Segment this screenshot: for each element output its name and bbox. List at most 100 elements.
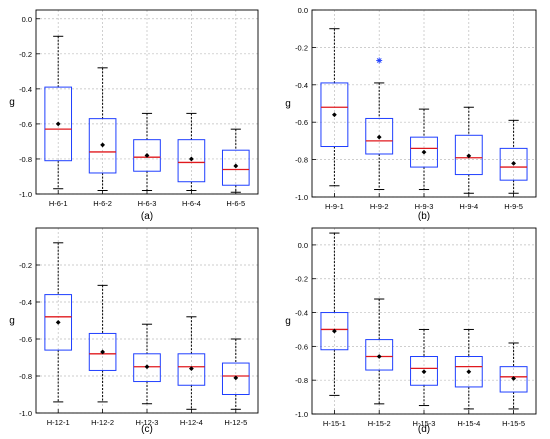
iqr-box (88, 332, 117, 371)
mean-marker (421, 369, 427, 375)
mean-marker (55, 121, 61, 127)
x-tick-label: H-15-3 (413, 419, 436, 428)
mean-marker (421, 149, 427, 155)
panel-label: (c) (141, 424, 153, 435)
y-tick-label: -0.6 (19, 335, 32, 344)
x-tick-label: H-6-1 (49, 199, 68, 208)
x-tick-label: H-15-2 (368, 419, 391, 428)
x-tick-label: H-12-5 (224, 418, 247, 427)
iqr-box (499, 147, 528, 181)
y-tick-label: -0.8 (295, 156, 308, 165)
y-tick-label: 0.0 (298, 6, 308, 15)
x-tick-label: H-9-3 (415, 202, 434, 211)
plot-frame (35, 227, 259, 414)
iqr-box (454, 356, 483, 388)
y-axis-label: g (9, 316, 15, 327)
mean-marker (100, 349, 105, 355)
y-tick-label: -0.4 (295, 309, 308, 318)
mean-marker (55, 319, 61, 325)
mean-marker (332, 328, 337, 334)
x-tick-label: H-12-3 (136, 418, 159, 427)
y-tick-label: -0.6 (19, 120, 32, 129)
x-tick-label: H-9-4 (459, 202, 478, 211)
y-tick-label: -1.0 (295, 193, 308, 202)
mean-marker (233, 375, 239, 381)
mean-marker (511, 376, 516, 381)
mean-marker (466, 153, 472, 159)
iqr-box (365, 339, 394, 371)
iqr-box (221, 362, 250, 395)
y-tick-label: -0.8 (295, 376, 308, 385)
x-tick-label: H-15-4 (457, 419, 480, 428)
iqr-box (88, 118, 117, 174)
iqr-box (320, 82, 349, 148)
iqr-box (133, 139, 161, 172)
y-tick-label: -0.4 (19, 85, 32, 94)
mean-marker (376, 134, 382, 140)
mean-marker (376, 354, 382, 359)
y-tick-label: -0.4 (19, 298, 32, 307)
mean-marker (332, 112, 337, 118)
iqr-box (177, 353, 206, 386)
mean-marker (189, 366, 194, 371)
iqr-box (499, 366, 528, 393)
iqr-box (133, 353, 161, 383)
x-tick-label: H-6-3 (138, 199, 157, 208)
x-tick-label: H-6-5 (226, 199, 245, 208)
y-axis-label: g (9, 97, 15, 108)
y-axis-label: g (285, 316, 291, 327)
mean-marker (511, 160, 516, 166)
y-tick-label: -0.2 (295, 275, 308, 284)
x-tick-label: H-9-5 (504, 202, 523, 211)
y-tick-label: -0.2 (19, 261, 32, 270)
panel-label: (b) (418, 211, 430, 222)
x-tick-label: H-12-4 (180, 418, 203, 427)
y-tick-label: 0.0 (22, 15, 32, 24)
iqr-box (454, 134, 483, 176)
mean-marker (233, 163, 239, 169)
panel-label: (a) (141, 211, 153, 222)
y-tick-label: -0.2 (19, 50, 32, 59)
iqr-box (221, 149, 250, 186)
panel-d: 0.0 -0.2 -0.4 -0.6 -0.8 -1.0 H-15-1 H-15-2 H-15-… (285, 227, 537, 435)
iqr-box (365, 117, 394, 155)
y-tick-label: -0.2 (295, 43, 308, 52)
x-tick-label: H-9-2 (370, 202, 389, 211)
iqr-box (320, 312, 349, 351)
x-tick-label: H-12-1 (47, 418, 70, 427)
y-tick-label: -0.8 (19, 155, 32, 164)
plot-frame (35, 9, 259, 195)
panel-label: (d) (418, 424, 430, 435)
iqr-box (410, 136, 438, 168)
y-tick-label: -0.6 (295, 118, 308, 127)
y-tick-label: -0.4 (295, 81, 308, 90)
plot-frame (311, 227, 537, 415)
iqr-box (44, 294, 73, 351)
mean-marker (189, 156, 194, 162)
y-tick-label: -1.0 (19, 409, 32, 418)
iqr-box (44, 86, 73, 162)
y-tick-label: 0.0 (298, 241, 308, 250)
mean-marker (100, 142, 105, 148)
outlier-marker (376, 57, 383, 64)
x-tick-label: H-15-5 (502, 419, 525, 428)
x-tick-label: H-6-2 (93, 199, 112, 208)
outlier-stroke (376, 58, 382, 63)
mean-marker (144, 153, 150, 158)
mean-marker (466, 369, 472, 375)
x-tick-label: H-9-1 (325, 202, 344, 211)
x-tick-label: H-6-4 (182, 199, 201, 208)
y-tick-label: -1.0 (19, 190, 32, 199)
iqr-box (410, 356, 438, 386)
y-tick-label: -0.6 (295, 342, 308, 351)
plot-frame (311, 9, 537, 198)
panel-b: 0.0 -0.2 -0.4 -0.6 -0.8 -1.0 H-9-1 H-9-2 H-9-3 H-… (285, 6, 537, 222)
y-tick-label: -0.8 (19, 372, 32, 381)
y-tick-label: -1.0 (295, 410, 308, 419)
panel-a: 0.0 -0.2 -0.4 -0.6 -0.8 -1.0 H-6-1 H-6-2 H-6-3 H-… (9, 9, 259, 222)
x-tick-label: H-15-1 (323, 419, 346, 428)
mean-marker (144, 364, 150, 370)
y-axis-label: g (285, 99, 291, 110)
panel-c: -0.2 -0.4 -0.6 -0.8 -1.0 H-12-1 H-12-2 H-12-3 H-… (9, 227, 259, 435)
